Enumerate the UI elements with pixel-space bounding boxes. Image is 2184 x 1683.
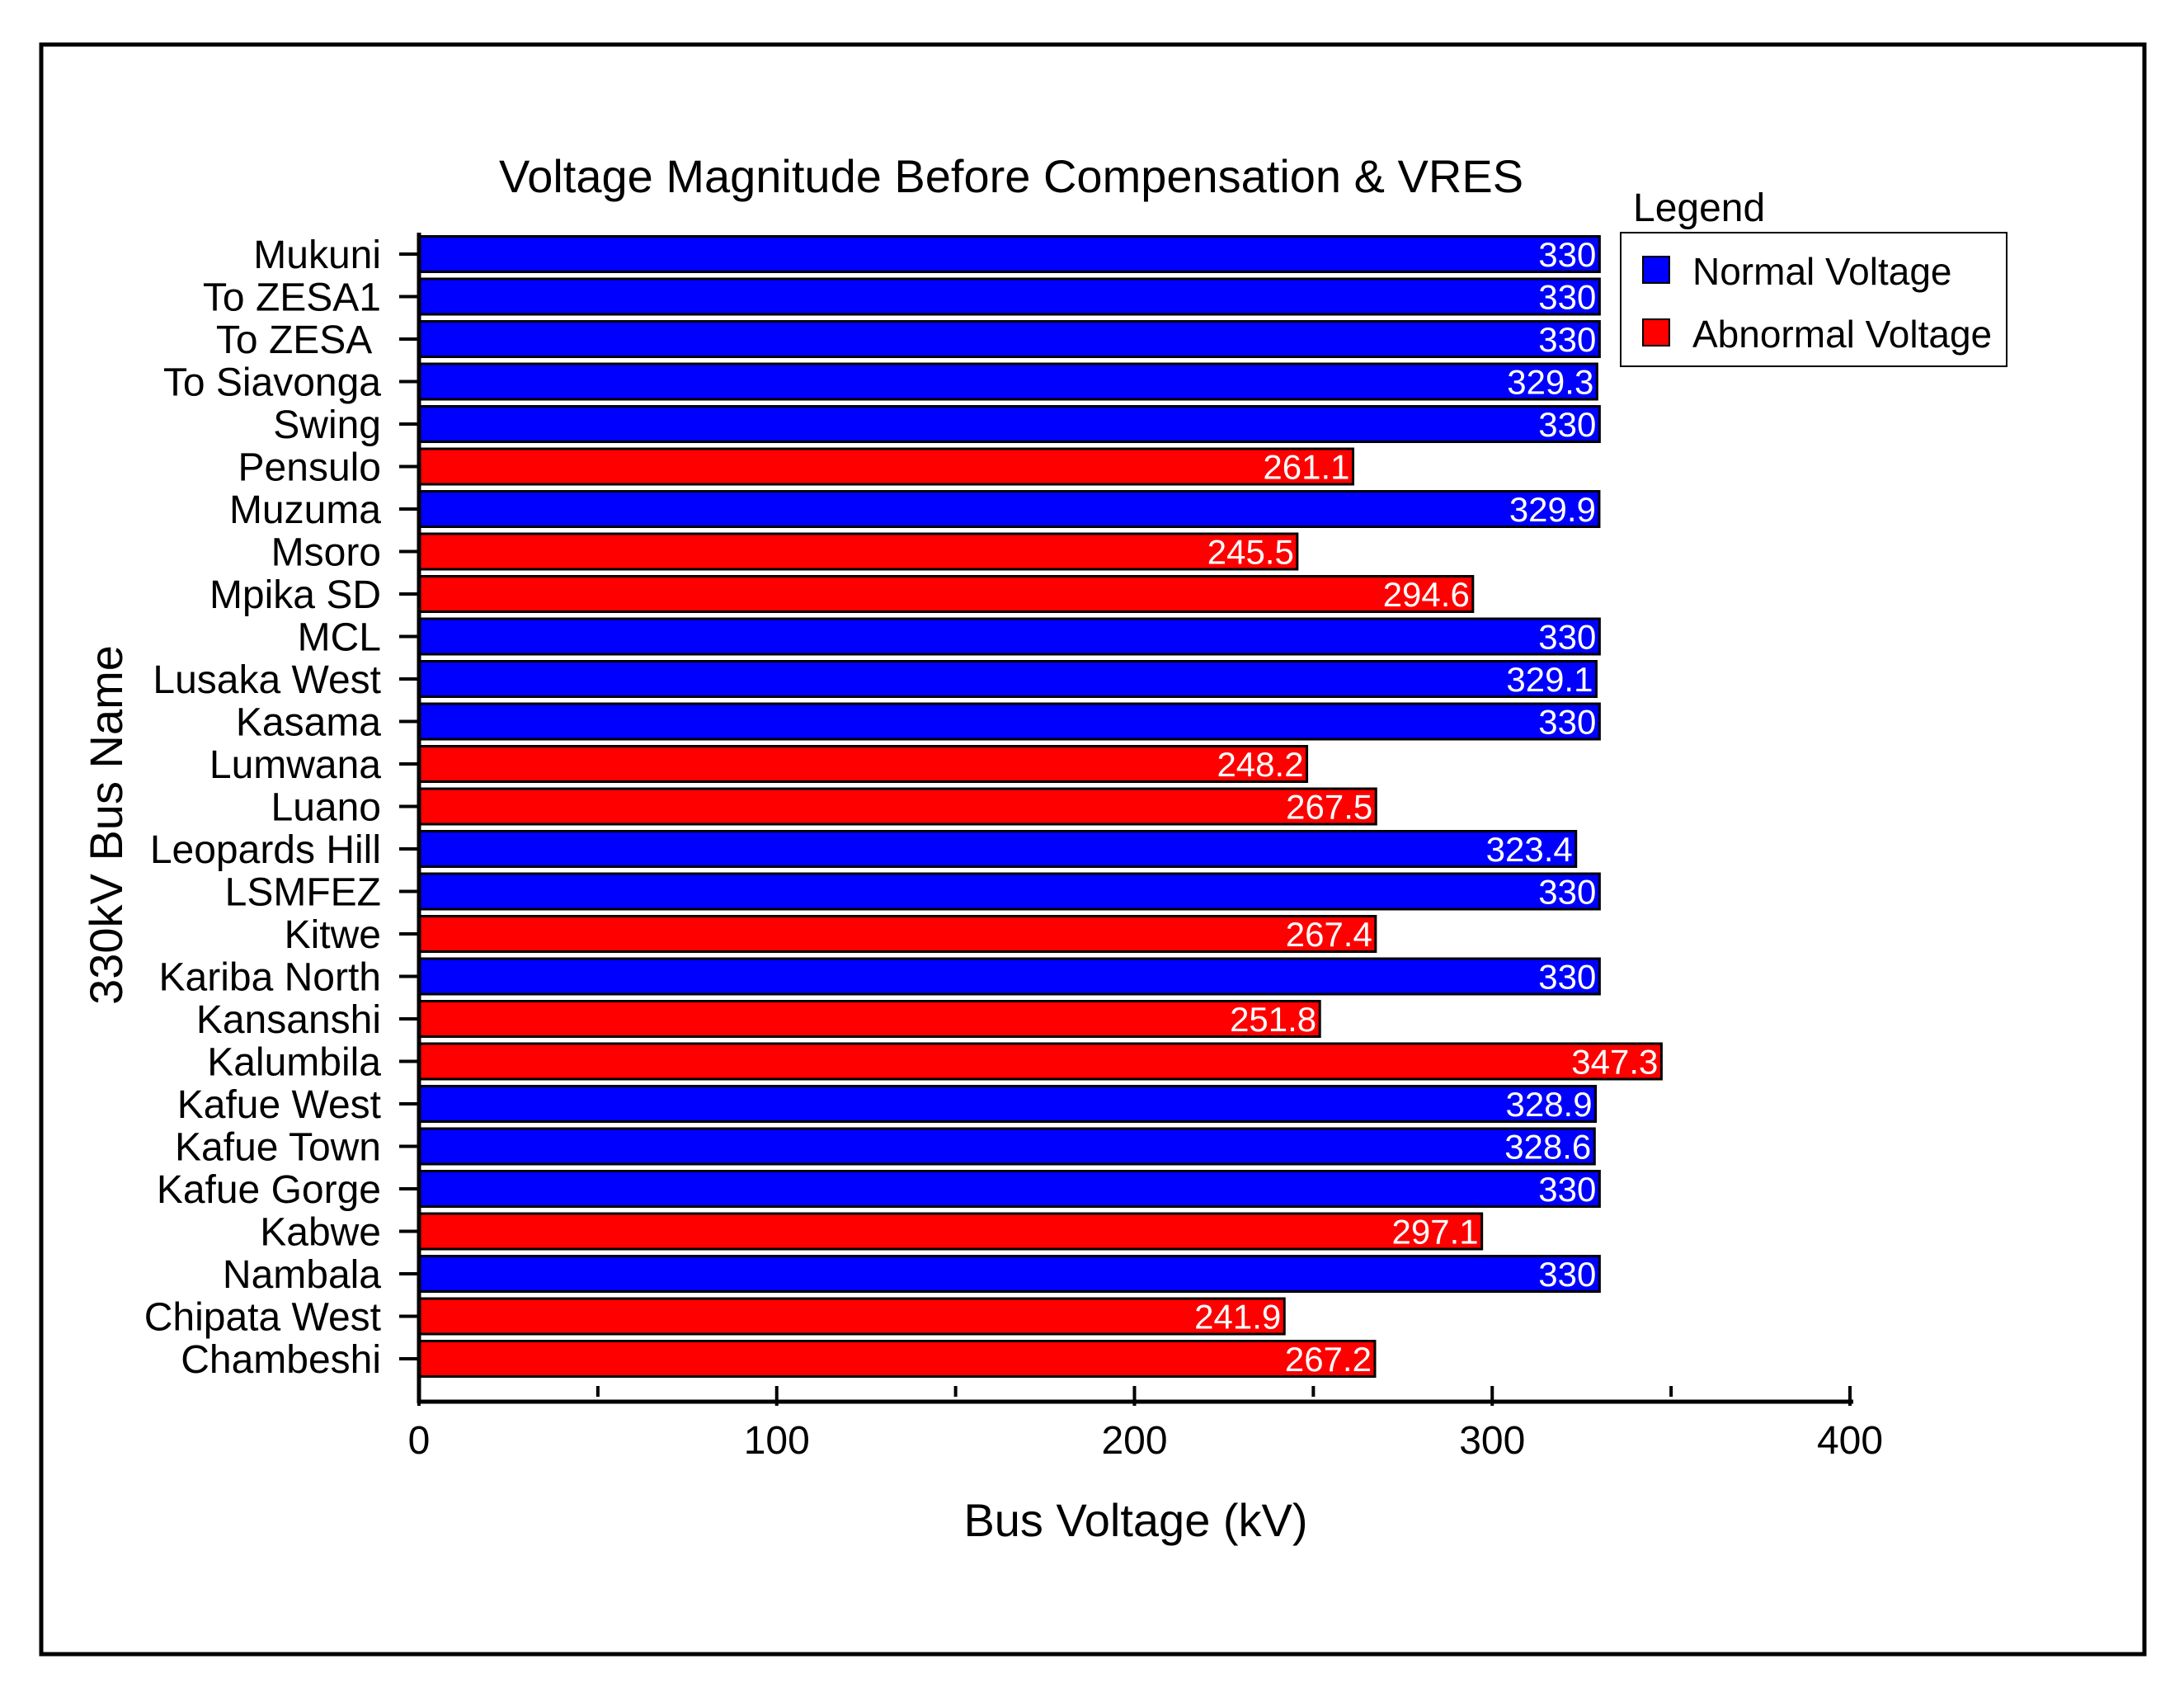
bar-value-label-11: 330 (1538, 703, 1596, 742)
bar-9 (417, 617, 1601, 656)
bar-value-label-7: 245.5 (1207, 533, 1294, 572)
bar-value-label-14: 323.4 (1486, 830, 1573, 869)
y-tick-label-18: Kansanshi (196, 998, 381, 1042)
bar-3 (417, 362, 1598, 401)
bar-10 (417, 660, 1598, 698)
bar-value-label-8: 294.6 (1383, 575, 1470, 614)
bar-12 (417, 745, 1309, 783)
bar-value-label-0: 330 (1538, 235, 1596, 274)
y-tick-label-3: To Siavonga (163, 361, 381, 405)
bar-value-label-23: 297.1 (1392, 1213, 1479, 1252)
legend-box (1620, 232, 2007, 367)
bar-value-label-3: 329.3 (1507, 363, 1593, 402)
y-tick-label-5: Pensulo (238, 446, 381, 490)
bar-13 (417, 787, 1377, 826)
y-tick-label-21: Kafue Town (175, 1126, 381, 1170)
bar-value-label-22: 330 (1538, 1170, 1596, 1209)
y-tick-label-10: Lusaka West (153, 658, 381, 702)
bar-24 (417, 1255, 1601, 1293)
y-tick-label-17: Kariba North (159, 956, 381, 1000)
y-tick-label-14: Leopards Hill (150, 828, 381, 872)
bar-11 (417, 702, 1601, 741)
bar-value-label-18: 251.8 (1230, 1000, 1316, 1039)
x-tick-label-3: 300 (1459, 1419, 1525, 1463)
bar-value-label-15: 330 (1538, 873, 1596, 912)
bar-value-label-21: 328.6 (1504, 1128, 1591, 1167)
y-tick-label-4: Swing (273, 403, 381, 447)
bar-value-label-4: 330 (1538, 405, 1596, 444)
y-tick-label-9: MCL (298, 616, 381, 660)
x-tick-label-2: 200 (1101, 1419, 1167, 1463)
x-tick-label-4: 400 (1817, 1419, 1883, 1463)
y-tick-label-26: Chambeshi (181, 1338, 381, 1382)
y-tick-label-20: Kafue West (177, 1083, 381, 1127)
bar-8 (417, 575, 1475, 613)
y-tick-label-1: To ZESA1 (203, 276, 381, 320)
bar-value-label-2: 330 (1538, 320, 1596, 359)
legend-swatch-normal (1642, 256, 1670, 284)
y-tick-label-16: Kitwe (285, 913, 381, 957)
y-tick-label-8: Mpika SD (209, 573, 381, 617)
bar-23 (417, 1212, 1484, 1251)
bar-16 (417, 915, 1377, 953)
bars-layer: 330330330329.3330261.1329.9245.5294.6330… (417, 235, 1663, 1379)
bar-value-label-6: 329.9 (1509, 490, 1596, 529)
bar-5 (417, 447, 1355, 486)
y-tick-label-13: Luano (271, 786, 381, 830)
y-tick-label-12: Lumwana (209, 743, 381, 787)
x-tick-label-0: 0 (408, 1419, 431, 1463)
bar-value-label-17: 330 (1538, 958, 1596, 997)
chart-title: Voltage Magnitude Before Compensation & … (499, 150, 1523, 202)
bar-17 (417, 957, 1601, 996)
bar-value-label-5: 261.1 (1263, 448, 1349, 487)
y-tick-label-23: Kabwe (260, 1211, 381, 1255)
bar-26 (417, 1340, 1377, 1378)
y-tick-label-11: Kasama (236, 701, 381, 745)
bar-value-label-12: 248.2 (1217, 745, 1303, 784)
y-tick-label-15: LSMFEZ (225, 871, 381, 915)
legend-title: Legend (1633, 186, 1765, 230)
x-tick-label-1: 100 (744, 1419, 810, 1463)
legend-swatch-abnormal (1642, 318, 1670, 346)
bar-2 (417, 320, 1601, 358)
bar-1 (417, 277, 1601, 316)
bar-value-label-13: 267.5 (1286, 788, 1372, 827)
y-tick-label-2: To ZESA (216, 318, 381, 362)
bar-value-label-10: 329.1 (1506, 660, 1593, 699)
y-axis-title: 330kV Bus Name (80, 645, 132, 1005)
legend-label-normal: Normal Voltage (1692, 250, 1952, 293)
bar-19 (417, 1042, 1663, 1081)
bar-21 (417, 1127, 1596, 1166)
bar-value-label-19: 347.3 (1571, 1043, 1658, 1082)
bar-14 (417, 830, 1578, 868)
bar-15 (417, 872, 1601, 911)
bar-22 (417, 1170, 1601, 1208)
legend-label-abnormal: Abnormal Voltage (1692, 313, 1992, 356)
bar-4 (417, 405, 1601, 443)
x-axis-title: Bus Voltage (kV) (963, 1494, 1307, 1546)
bar-20 (417, 1085, 1598, 1123)
y-tick-label-0: Mukuni (253, 233, 381, 277)
y-tick-label-7: Msoro (271, 531, 381, 575)
bar-value-label-24: 330 (1538, 1255, 1596, 1294)
bar-25 (417, 1297, 1286, 1336)
bar-value-label-1: 330 (1538, 278, 1596, 317)
bar-value-label-26: 267.2 (1285, 1340, 1372, 1379)
bar-0 (417, 235, 1601, 273)
bar-18 (417, 1000, 1321, 1038)
bar-7 (417, 532, 1299, 571)
bar-value-label-20: 328.9 (1505, 1085, 1592, 1124)
y-tick-label-22: Kafue Gorge (157, 1168, 381, 1212)
y-tick-label-19: Kalumbila (207, 1041, 381, 1085)
bar-6 (417, 490, 1601, 528)
bar-value-label-9: 330 (1538, 618, 1596, 657)
bar-value-label-25: 241.9 (1194, 1298, 1281, 1336)
bar-value-label-16: 267.4 (1286, 915, 1372, 954)
y-tick-label-24: Nambala (223, 1253, 381, 1297)
y-tick-label-25: Chipata West (144, 1296, 381, 1340)
y-tick-label-6: Muzuma (229, 488, 381, 532)
legend: Legend Normal Voltage Abnormal Voltage (1620, 186, 2007, 367)
